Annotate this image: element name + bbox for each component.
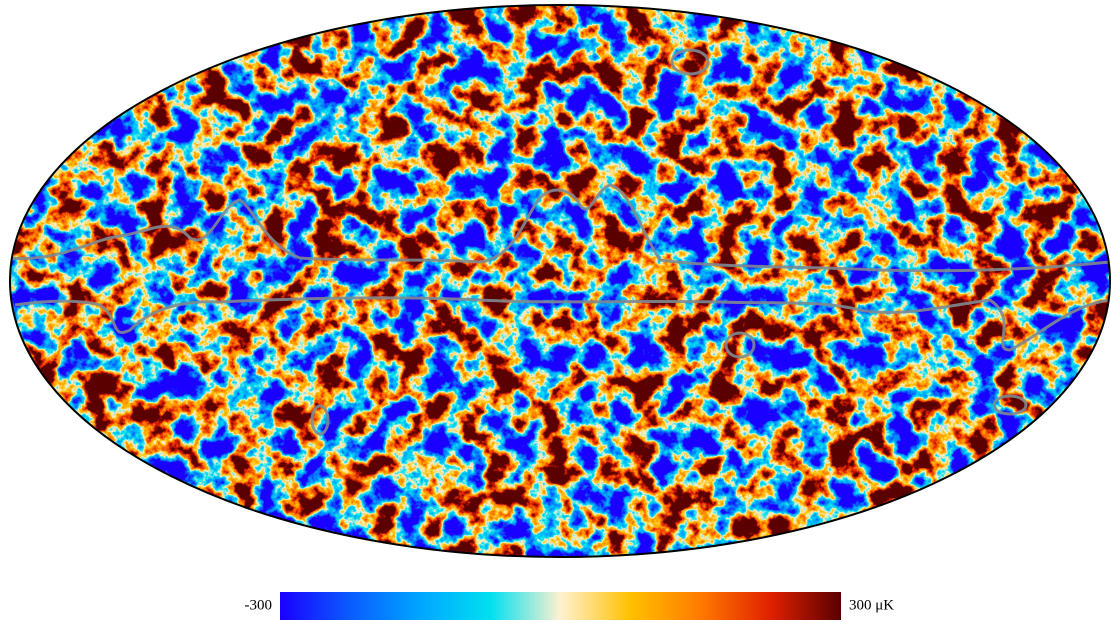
colorbar [280, 592, 841, 620]
sky-map [10, 5, 1110, 557]
sky-map-figure: -300 300 μK [0, 0, 1111, 623]
colorbar-tick-label: -300 [245, 597, 273, 613]
temperature-field [10, 5, 1110, 557]
colorbar-tick-label: 300 μK [849, 597, 894, 613]
